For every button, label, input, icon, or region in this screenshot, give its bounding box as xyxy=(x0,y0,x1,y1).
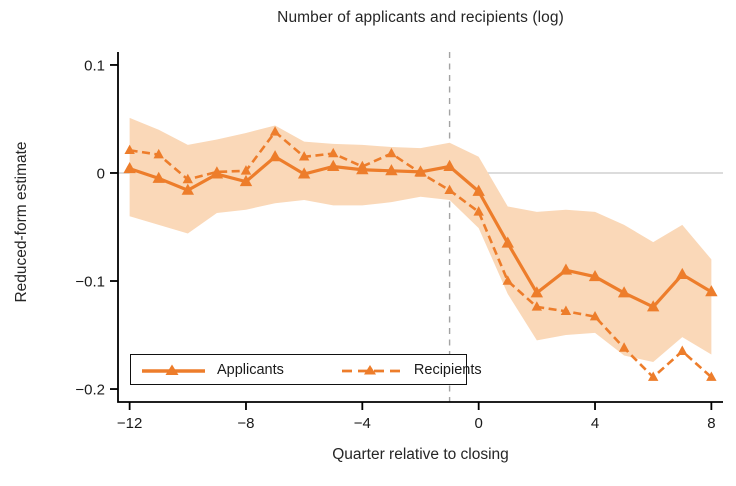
data-point-marker xyxy=(588,269,602,282)
data-point-marker xyxy=(269,126,281,136)
data-point-marker xyxy=(472,184,485,196)
y-tick-label: 0.1 xyxy=(84,57,105,74)
data-point-marker xyxy=(706,371,717,381)
legend-entry-applicants: Applicants xyxy=(140,362,284,378)
y-tick-label: −0.1 xyxy=(75,274,105,291)
axis-lines xyxy=(117,52,723,403)
data-point-marker xyxy=(443,159,456,171)
data-point-marker xyxy=(560,305,572,316)
data-point-marker xyxy=(328,147,339,158)
x-tick-label: −8 xyxy=(237,415,254,432)
data-point-marker xyxy=(239,174,253,187)
data-point-marker xyxy=(211,166,223,176)
recipients-line-sample-icon xyxy=(341,364,402,374)
x-tick-label: 4 xyxy=(591,415,599,432)
data-point-marker xyxy=(677,345,688,355)
data-point-marker xyxy=(618,342,630,352)
data-point-marker xyxy=(415,167,426,177)
data-point-marker xyxy=(501,236,514,248)
applicants-line-sample-icon xyxy=(142,364,205,375)
data-point-marker xyxy=(298,151,310,161)
data-point-marker xyxy=(531,301,543,311)
x-tick-label: 8 xyxy=(707,415,715,432)
data-point-marker xyxy=(268,150,282,162)
data-point-marker xyxy=(181,183,195,195)
data-point-marker xyxy=(357,160,368,171)
y-tick-label: 0 xyxy=(97,165,105,182)
chart-title: Number of applicants and recipients (log… xyxy=(277,9,564,26)
data-point-marker xyxy=(647,371,659,381)
y-tick-label: −0.2 xyxy=(75,382,105,399)
x-tick-label: −12 xyxy=(117,415,142,432)
legend: Applicants Recipients xyxy=(130,354,482,385)
data-point-marker xyxy=(385,164,398,176)
data-point-marker xyxy=(123,161,136,174)
data-point-marker xyxy=(617,286,631,298)
data-point-marker xyxy=(676,267,689,279)
data-point-marker xyxy=(153,148,164,159)
recipients-sample-marker xyxy=(363,364,376,374)
data-point-marker xyxy=(240,165,252,175)
data-point-marker xyxy=(705,285,718,297)
series-recipients xyxy=(124,126,717,381)
data-point-marker xyxy=(444,184,455,195)
data-point-marker xyxy=(646,300,660,312)
data-point-marker xyxy=(559,263,573,275)
data-point-marker xyxy=(502,275,513,285)
legend-label-recipients: Recipients xyxy=(413,361,482,378)
data-point-marker xyxy=(152,171,165,183)
data-point-marker xyxy=(297,167,311,179)
data-point-marker xyxy=(530,286,544,298)
data-point-marker xyxy=(124,144,135,155)
x-tick-label: −4 xyxy=(354,415,371,432)
data-point-marker xyxy=(386,147,397,158)
applicants-sample-marker xyxy=(165,364,179,375)
x-axis-title: Quarter relative to closing xyxy=(332,446,509,463)
x-tick-label: 0 xyxy=(475,415,483,432)
data-point-marker xyxy=(473,206,484,216)
data-point-marker xyxy=(589,310,601,321)
data-point-marker xyxy=(327,159,340,171)
legend-entry-recipients: Recipients xyxy=(340,362,482,378)
data-point-marker xyxy=(182,173,194,184)
confidence-band xyxy=(129,117,712,363)
legend-label-applicants: Applicants xyxy=(217,361,284,378)
